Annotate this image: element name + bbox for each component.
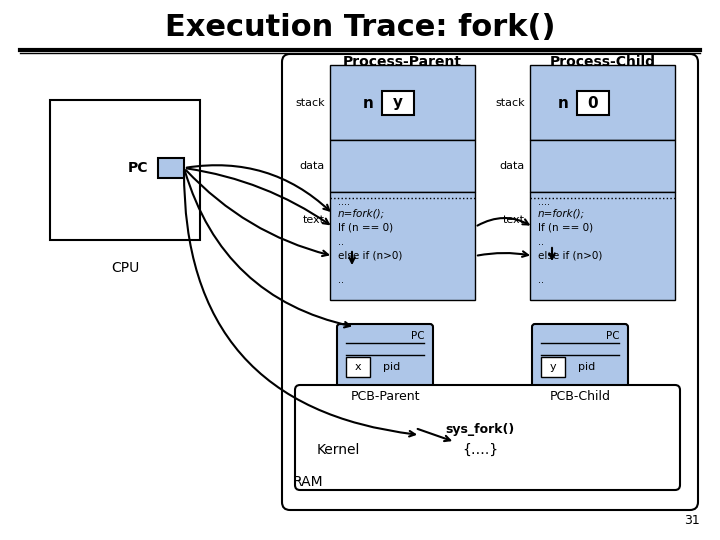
- Bar: [330, 140, 475, 192]
- Text: x: x: [355, 362, 361, 372]
- Bar: [541, 357, 565, 377]
- Text: y: y: [393, 96, 403, 111]
- Text: RAM: RAM: [293, 475, 323, 489]
- Text: Process-Parent: Process-Parent: [343, 55, 462, 69]
- Text: Process-Child: Process-Child: [549, 55, 655, 69]
- FancyBboxPatch shape: [532, 324, 628, 388]
- Bar: [530, 192, 675, 300]
- Bar: [382, 91, 414, 115]
- Text: stack: stack: [295, 98, 325, 108]
- Text: 0: 0: [588, 96, 598, 111]
- Text: n: n: [363, 96, 374, 111]
- Text: text: text: [503, 215, 525, 225]
- Text: data: data: [500, 161, 525, 171]
- Text: pid: pid: [578, 362, 595, 372]
- Bar: [577, 91, 609, 115]
- Text: pid: pid: [383, 362, 400, 372]
- Text: {….}: {….}: [462, 443, 498, 457]
- Text: else if (n>0): else if (n>0): [538, 251, 603, 261]
- Text: PCB-Child: PCB-Child: [549, 390, 611, 403]
- Text: If (n == 0): If (n == 0): [538, 222, 593, 232]
- Text: ..: ..: [538, 237, 544, 247]
- FancyBboxPatch shape: [295, 385, 680, 490]
- Bar: [346, 357, 370, 377]
- Text: data: data: [300, 161, 325, 171]
- Text: n=fork();: n=fork();: [538, 209, 585, 219]
- Bar: [158, 158, 184, 178]
- Text: ..: ..: [538, 275, 544, 285]
- Bar: [50, 100, 200, 240]
- Text: PC: PC: [606, 331, 620, 341]
- Text: Execution Trace: fork(): Execution Trace: fork(): [165, 14, 555, 43]
- Text: sys_fork(): sys_fork(): [446, 423, 515, 436]
- Bar: [330, 65, 475, 140]
- Bar: [530, 140, 675, 192]
- Text: ..: ..: [338, 237, 344, 247]
- Text: PC: PC: [127, 161, 148, 175]
- Text: else if (n>0): else if (n>0): [338, 251, 402, 261]
- Text: n=fork();: n=fork();: [338, 209, 385, 219]
- Text: PC: PC: [411, 331, 425, 341]
- Text: 31: 31: [684, 514, 700, 526]
- Text: ....: ....: [338, 197, 350, 207]
- Text: y: y: [549, 362, 557, 372]
- Bar: [330, 192, 475, 300]
- Text: CPU: CPU: [111, 261, 139, 275]
- Bar: [530, 65, 675, 140]
- FancyBboxPatch shape: [282, 54, 698, 510]
- Text: ....: ....: [538, 197, 550, 207]
- Text: If (n == 0): If (n == 0): [338, 222, 393, 232]
- Text: PCB-Parent: PCB-Parent: [350, 390, 420, 403]
- FancyBboxPatch shape: [337, 324, 433, 388]
- Text: n: n: [557, 96, 568, 111]
- Text: stack: stack: [495, 98, 525, 108]
- Text: Kernel: Kernel: [316, 443, 360, 457]
- Text: text: text: [303, 215, 325, 225]
- Text: ..: ..: [338, 275, 344, 285]
